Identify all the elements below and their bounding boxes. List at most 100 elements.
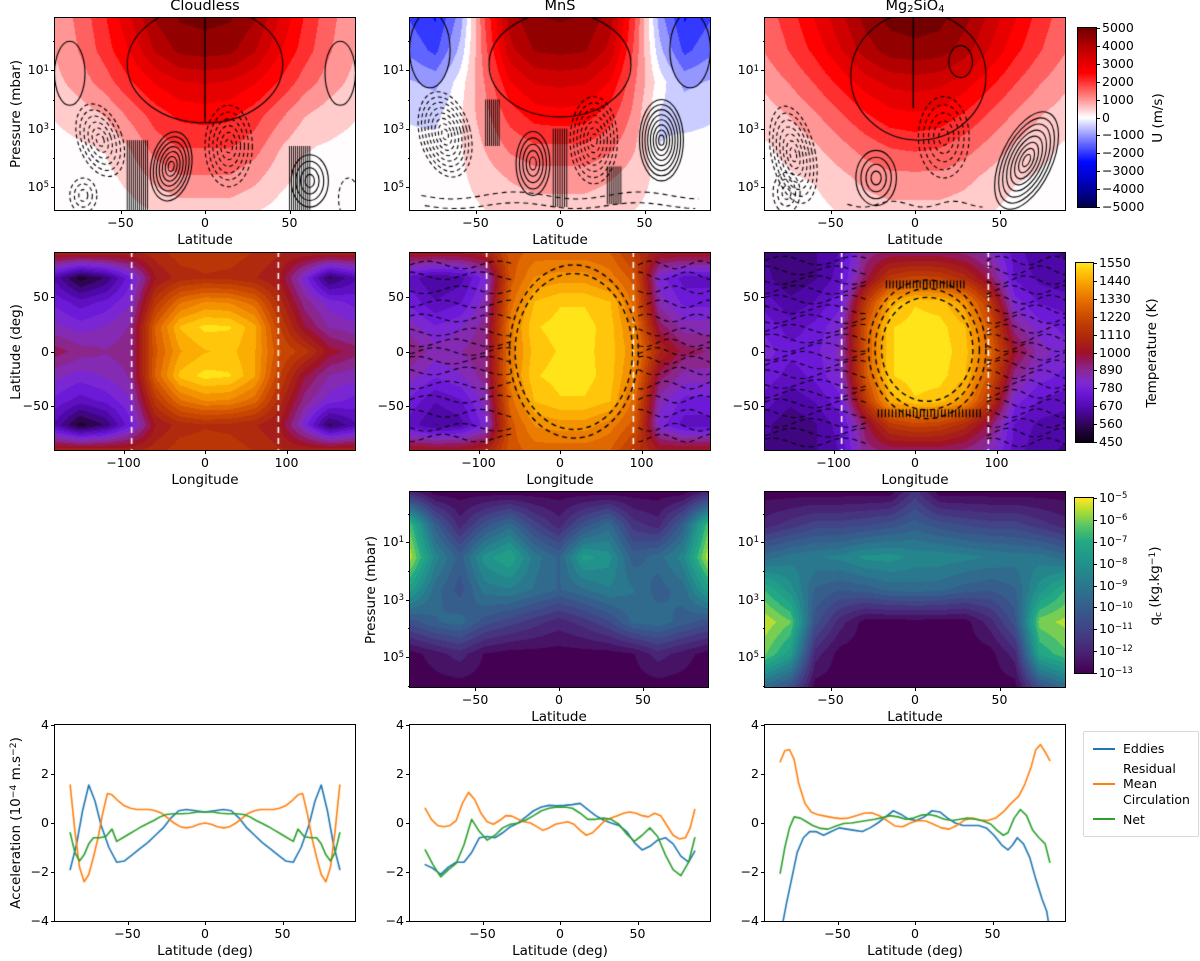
- colorbar-tick-label: 10−11: [1099, 621, 1133, 637]
- colorbar-tick-label: 10−10: [1099, 599, 1133, 615]
- x-tick-mark: [833, 450, 835, 454]
- colorbar-tick-mark: [1093, 607, 1097, 609]
- y-tick-label: 2: [41, 766, 49, 781]
- y-tick-mark: [51, 70, 55, 72]
- colorbar-tick-mark: [1093, 673, 1097, 674]
- x-tick-label: 0: [556, 215, 564, 230]
- colorbar-tick-label: 10−6: [1099, 511, 1128, 527]
- colorbar-q-strip: [1074, 497, 1094, 674]
- y-minor-tick-mark: [53, 41, 55, 43]
- colorbar-tick-mark: [1093, 280, 1097, 282]
- x-tick-label: −50: [461, 692, 489, 707]
- x-tick-mark: [560, 210, 561, 214]
- x-tick-mark: [205, 921, 206, 925]
- y-axis-label: Pressure (mbar): [363, 535, 379, 644]
- colorbar-tick-label: 1220: [1099, 308, 1131, 324]
- x-tick-mark: [478, 450, 480, 454]
- y-minor-tick-mark: [408, 628, 410, 630]
- x-tick-mark: [996, 450, 998, 454]
- colorbar-tick-mark: [1093, 406, 1097, 408]
- colorbar-tick-mark: [1096, 28, 1100, 29]
- y-tick-mark: [761, 186, 765, 188]
- colorbar-tick-mark: [1093, 585, 1097, 587]
- x-tick-mark: [830, 687, 832, 691]
- colorbar-tick-label: 1000: [1099, 344, 1131, 360]
- legend-line-sample: [1093, 747, 1115, 750]
- y-tick-mark: [406, 774, 410, 775]
- x-tick-mark: [915, 921, 916, 925]
- colorbar-tick-mark: [1096, 45, 1100, 47]
- colorbar-tick-mark: [1093, 370, 1097, 372]
- legend-entry: Net: [1093, 812, 1189, 828]
- colorbar-tick-label: 1440: [1099, 272, 1131, 288]
- colorbar-tick-label: 2000: [1102, 73, 1134, 89]
- colorbar-tick-mark: [1093, 651, 1097, 653]
- legend-entry: Eddies: [1093, 741, 1189, 757]
- x-axis-label: Latitude (deg): [867, 943, 963, 959]
- legend-entry: Residual Mean Circulation: [1093, 761, 1190, 808]
- y-tick-mark: [51, 128, 55, 130]
- panel-t-mns-canvas: [409, 252, 711, 451]
- x-tick-label: 100: [274, 455, 299, 470]
- y-tick-label: 0: [396, 815, 404, 830]
- x-tick-label: −50: [114, 926, 141, 941]
- y-minor-tick-mark: [763, 685, 765, 687]
- y-minor-tick-mark: [53, 157, 55, 159]
- panel-q-mg2sio4-canvas: [764, 491, 1066, 688]
- colorbar-tick-mark: [1096, 63, 1100, 65]
- y-minor-tick-mark: [408, 157, 410, 159]
- panel-title: Mg2SiO4: [885, 0, 945, 16]
- x-tick-label: −100: [461, 455, 496, 470]
- colorbar-tick-label: 4000: [1102, 37, 1134, 53]
- x-tick-label: 50: [636, 215, 653, 230]
- colorbar-tick-mark: [1093, 298, 1097, 300]
- y-tick-label: 4: [396, 717, 404, 732]
- y-minor-tick-mark: [408, 685, 410, 687]
- colorbar-axis-label: qc (kg.kg−1): [1146, 545, 1165, 626]
- x-tick-mark: [644, 210, 646, 214]
- y-minor-tick-mark: [53, 99, 55, 101]
- y-axis-label: Pressure (mbar): [8, 59, 24, 169]
- x-tick-mark: [641, 450, 643, 454]
- x-axis-label: Latitude: [531, 709, 587, 725]
- y-minor-tick-mark: [763, 41, 765, 43]
- colorbar-tick-mark: [1096, 189, 1100, 191]
- x-tick-label: 50: [991, 215, 1008, 230]
- y-tick-label: 105: [737, 178, 759, 194]
- colorbar-tick-label: 10−5: [1099, 490, 1128, 505]
- y-tick-label: −50: [22, 397, 49, 413]
- y-tick-label: 50: [388, 289, 404, 305]
- x-tick-mark: [992, 921, 994, 925]
- x-axis-label: Latitude: [177, 232, 233, 248]
- panel-title: MnS: [544, 0, 576, 14]
- colorbar-tick-label: 10−8: [1099, 555, 1128, 571]
- y-tick-mark: [406, 656, 410, 658]
- panel-u-mns-canvas: [409, 17, 711, 211]
- y-tick-label: 105: [27, 178, 49, 194]
- x-tick-label: 0: [911, 926, 919, 941]
- x-axis-label: Latitude: [532, 232, 588, 248]
- colorbar-tick-mark: [1096, 117, 1100, 119]
- x-tick-label: 50: [274, 926, 291, 941]
- y-tick-mark: [406, 725, 410, 726]
- y-tick-label: 101: [737, 62, 759, 78]
- y-tick-mark: [761, 599, 765, 601]
- x-tick-mark: [205, 450, 206, 454]
- panel-q-mns-canvas: [409, 491, 709, 688]
- colorbar-tick-label: −5000: [1102, 199, 1145, 214]
- y-tick-mark: [406, 405, 410, 407]
- panel-a-mns-canvas: [409, 724, 711, 922]
- x-tick-label: 50: [281, 215, 298, 230]
- x-tick-label: 100: [984, 455, 1009, 470]
- x-tick-mark: [637, 921, 639, 925]
- colorbar-tick-mark: [1096, 153, 1100, 155]
- y-tick-mark: [51, 405, 55, 407]
- x-tick-mark: [837, 921, 839, 925]
- colorbar-tick-mark: [1093, 263, 1097, 264]
- x-tick-label: −50: [817, 215, 844, 230]
- acceleration-legend: Eddies Residual Mean Circulation Net: [1083, 731, 1199, 838]
- y-tick-label: 105: [382, 648, 404, 664]
- y-tick-mark: [761, 823, 765, 824]
- x-tick-label: −50: [107, 215, 134, 230]
